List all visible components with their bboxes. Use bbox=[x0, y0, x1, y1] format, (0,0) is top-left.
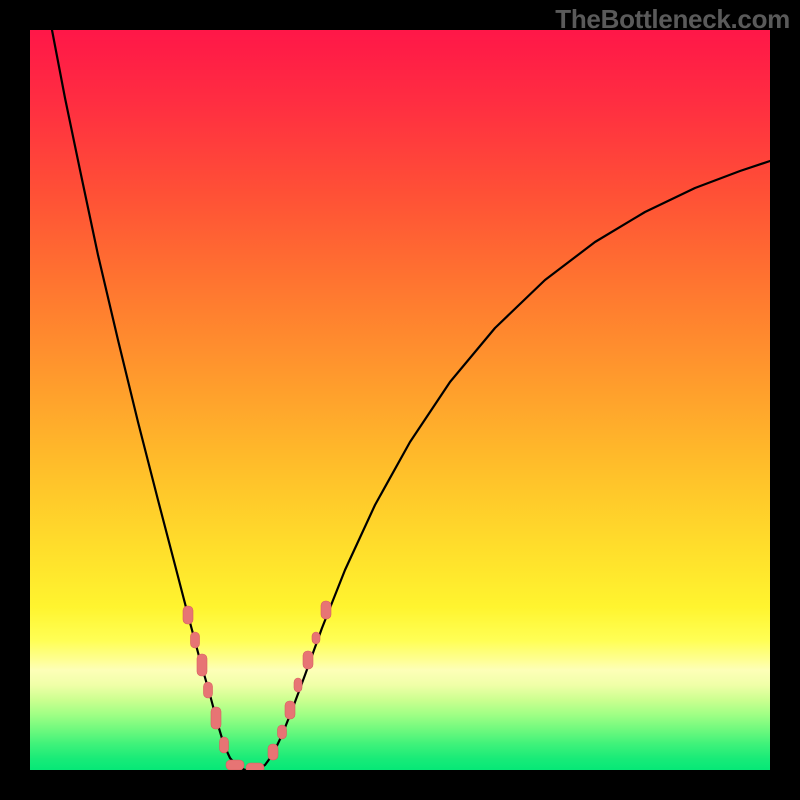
frame-right bbox=[770, 0, 800, 800]
marker-point bbox=[226, 760, 244, 770]
marker-point bbox=[294, 678, 302, 692]
marker-point bbox=[285, 701, 295, 719]
bottleneck-chart bbox=[30, 30, 770, 770]
marker-point bbox=[278, 725, 287, 739]
marker-point bbox=[246, 763, 264, 770]
frame-left bbox=[0, 0, 30, 800]
marker-point bbox=[268, 744, 278, 760]
marker-point bbox=[321, 601, 331, 619]
marker-point bbox=[204, 682, 213, 698]
marker-point bbox=[183, 606, 193, 624]
chart-background bbox=[30, 30, 770, 770]
marker-point bbox=[220, 737, 229, 753]
marker-point bbox=[211, 707, 221, 729]
marker-point bbox=[191, 632, 200, 648]
marker-point bbox=[197, 654, 207, 676]
marker-point bbox=[303, 651, 313, 669]
chart-plot-area bbox=[30, 30, 770, 770]
frame-bottom bbox=[0, 770, 800, 800]
watermark-text: TheBottleneck.com bbox=[555, 4, 790, 35]
marker-point bbox=[312, 632, 320, 644]
